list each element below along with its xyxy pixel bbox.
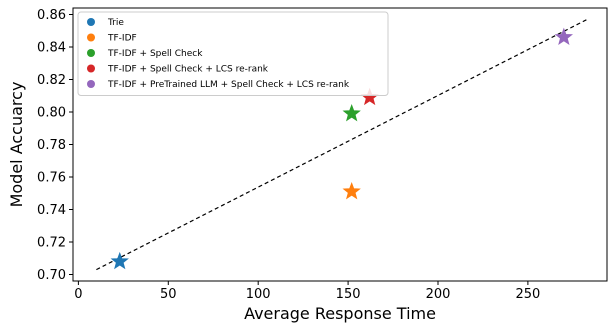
y-axis-title: Model Accuarcy (7, 82, 26, 208)
y-tick-label: 0.80 (37, 106, 66, 121)
legend-label: TF-IDF + Spell Check + LCS re-rank (107, 65, 269, 75)
y-tick-label: 0.74 (37, 203, 66, 218)
x-tick-label: 200 (426, 287, 451, 302)
data-point-star (110, 251, 129, 270)
x-tick-label: 250 (515, 287, 540, 302)
x-tick-label: 50 (160, 287, 177, 302)
data-point-star (342, 103, 361, 122)
trend-line (96, 18, 588, 271)
x-tick-label: 100 (246, 287, 271, 302)
legend-marker (87, 33, 95, 42)
legend-label: TF-IDF + Spell Check (107, 49, 203, 59)
legend-marker (87, 18, 95, 26)
y-tick-label: 0.86 (37, 8, 66, 23)
data-point-star (342, 181, 361, 200)
legend-label: TF-IDF (107, 34, 137, 44)
y-tick-label: 0.84 (37, 41, 66, 56)
legend: Trie TF-IDF TF-IDF + Spell Check TF-IDF + S… (77, 11, 389, 96)
y-tick-label: 0.72 (37, 236, 66, 251)
data-point-star (554, 27, 574, 46)
trend-line-group (96, 18, 588, 271)
x-tick-label: 150 (336, 287, 361, 302)
legend-box (77, 11, 389, 96)
legend-marker (87, 64, 95, 73)
x-axis-title: Average Response Time (244, 304, 436, 323)
legend-marker (87, 49, 95, 57)
x-tick-label: 0 (74, 287, 82, 302)
y-tick-label: 0.70 (37, 268, 66, 283)
y-tick-label: 0.82 (37, 73, 66, 88)
legend-marker (87, 80, 95, 88)
legend-label: TF-IDF + PreTrained LLM + Spell Check + … (107, 80, 350, 90)
y-tick-label: 0.76 (37, 171, 66, 186)
y-tick-label: 0.78 (37, 138, 66, 153)
legend-label: Trie (107, 18, 124, 28)
axes: 0 50 100 150 200 250 0.70 0.72 0.74 0.76 0.78 0.80 0… (37, 7, 608, 302)
